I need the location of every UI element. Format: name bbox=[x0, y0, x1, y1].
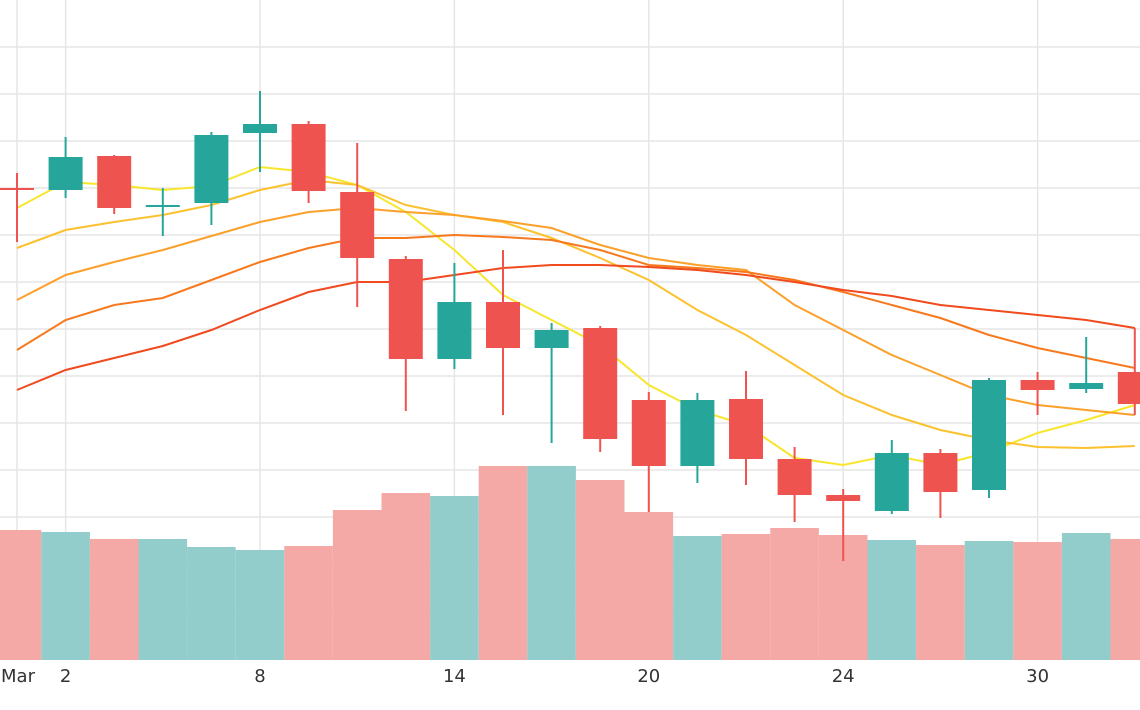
volume-bar bbox=[1013, 542, 1062, 660]
x-tick-label: 14 bbox=[443, 666, 466, 687]
x-tick-label: 30 bbox=[1026, 666, 1049, 687]
volume-bar bbox=[478, 466, 528, 660]
volume-bar bbox=[138, 539, 188, 660]
candle-body bbox=[1020, 380, 1055, 390]
volume-bar bbox=[0, 530, 42, 660]
candle-body bbox=[291, 124, 326, 191]
candle-body bbox=[437, 302, 472, 359]
moving-average-line bbox=[16, 178, 1135, 450]
volume-bar bbox=[527, 466, 576, 660]
volume-bar bbox=[673, 536, 722, 660]
candle-body bbox=[680, 400, 715, 466]
candle-body bbox=[583, 328, 618, 439]
volume-bar bbox=[381, 493, 431, 660]
candle-body bbox=[243, 124, 277, 133]
candle-body bbox=[923, 453, 958, 492]
candle-body bbox=[486, 302, 520, 348]
candle-body bbox=[729, 399, 763, 459]
volume-bar bbox=[964, 541, 1014, 660]
moving-average-line bbox=[16, 206, 1135, 416]
x-tick-label: 24 bbox=[832, 666, 855, 687]
x-tick-label: 20 bbox=[637, 666, 660, 687]
volume-layer bbox=[0, 466, 1140, 660]
volume-bar bbox=[624, 512, 674, 660]
volume-bar bbox=[41, 532, 90, 660]
volume-bar bbox=[89, 539, 139, 660]
moving-average-line bbox=[16, 264, 1135, 391]
volume-bar bbox=[187, 547, 236, 660]
candle-body bbox=[97, 156, 132, 208]
candle-body bbox=[145, 205, 180, 207]
candle-body bbox=[1117, 372, 1140, 404]
moving-average-line bbox=[16, 233, 1136, 369]
candle-body bbox=[1069, 383, 1104, 389]
volume-bar bbox=[770, 528, 819, 660]
volume-bar bbox=[235, 550, 285, 660]
volume-bar bbox=[1061, 533, 1111, 660]
volume-bar bbox=[284, 546, 333, 660]
candle-body bbox=[777, 459, 812, 495]
candle-body bbox=[388, 259, 423, 359]
candle-body bbox=[48, 157, 83, 190]
candle-body bbox=[534, 330, 569, 348]
volume-bar bbox=[430, 496, 479, 660]
candle-body bbox=[826, 495, 861, 501]
volume-bar bbox=[916, 545, 965, 660]
candle-body bbox=[631, 400, 666, 466]
x-tick-label: Mar bbox=[1, 666, 36, 687]
volume-bar bbox=[1110, 539, 1140, 660]
volume-bar bbox=[721, 534, 771, 660]
volume-bar bbox=[332, 510, 382, 660]
candle-body bbox=[0, 188, 34, 190]
candle-body bbox=[972, 380, 1006, 490]
candle-body bbox=[874, 453, 909, 511]
volume-bar bbox=[867, 540, 917, 660]
candle-body bbox=[340, 192, 375, 258]
x-tick-label: 2 bbox=[60, 666, 71, 687]
x-tick-label: 8 bbox=[254, 666, 265, 687]
candle-layer bbox=[0, 91, 1140, 561]
candle-body bbox=[194, 135, 229, 203]
volume-bar bbox=[575, 480, 625, 660]
x-axis: Mar 2 8 14 20 24 30 bbox=[1, 666, 1049, 687]
